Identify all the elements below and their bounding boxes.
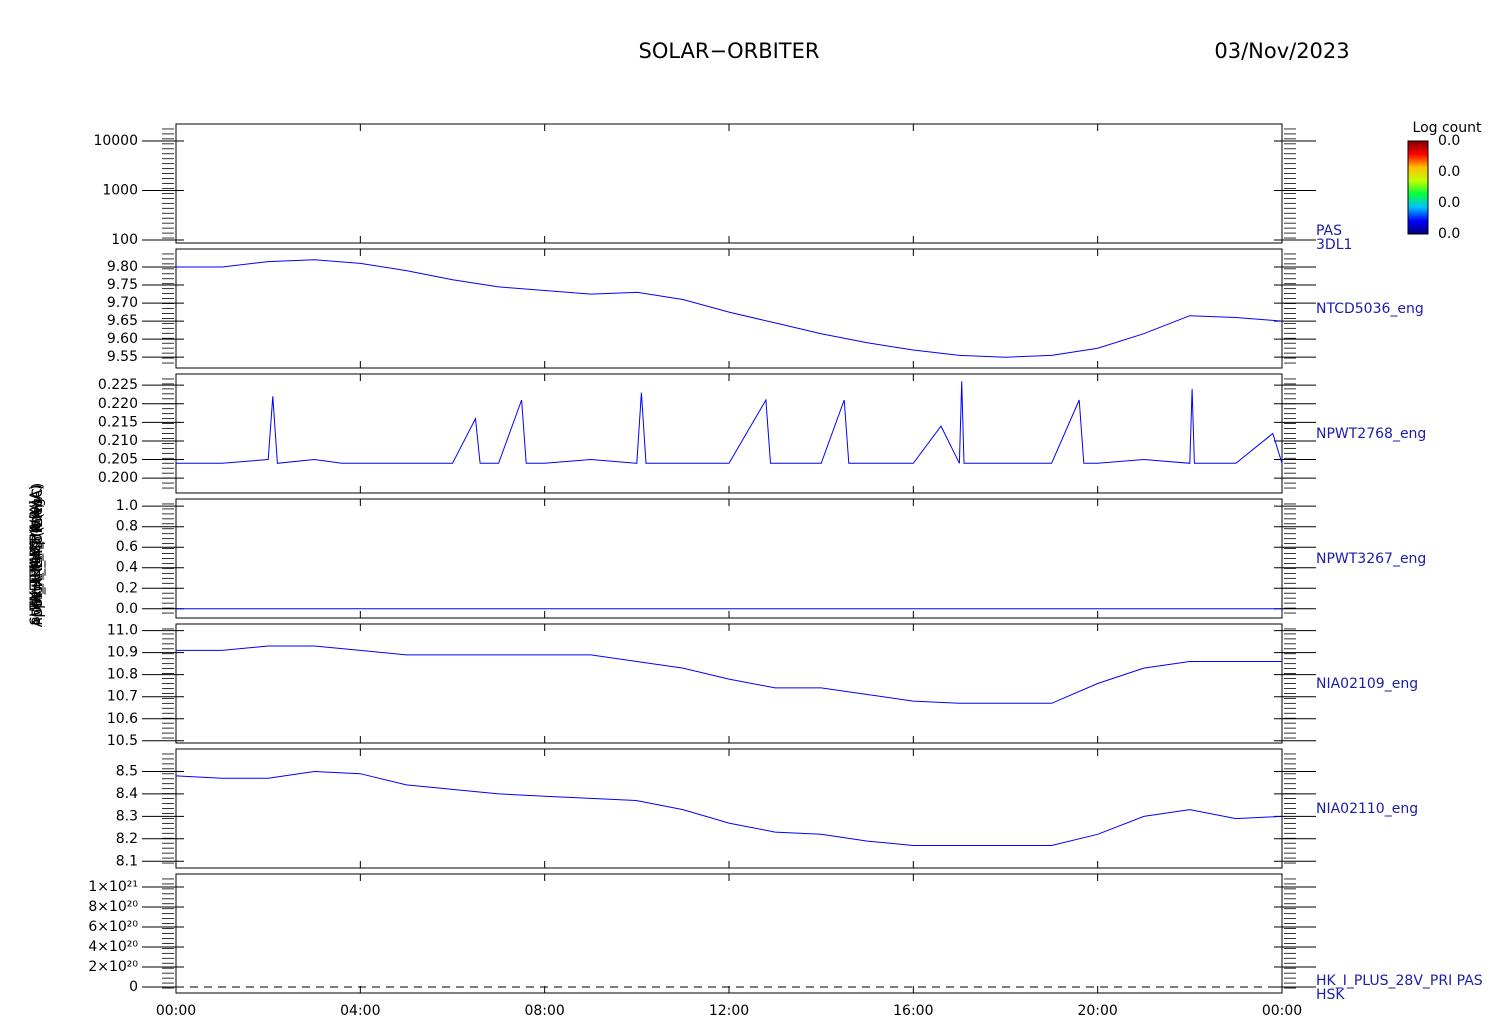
y-tick-label: 10000 <box>93 133 138 149</box>
colorbar-title: Log count <box>1413 120 1482 136</box>
y-axis-label: Approx Temp (DegC) <box>30 483 46 627</box>
channel-label: NPWT2768_eng <box>1316 426 1426 442</box>
y-axis-label: THERM_CH4 (V) <box>28 500 44 612</box>
y-tick-label: 8.5 <box>116 763 138 779</box>
y-tick-label: 0 <box>129 979 138 995</box>
y-tick-label: 0.8 <box>116 519 138 535</box>
panel-frame <box>175 248 1283 369</box>
x-tick-label: 08:00 <box>524 1003 564 1019</box>
channel-label: 3DL1 <box>1316 237 1352 253</box>
y-tick-label: 8.1 <box>116 853 138 869</box>
y-tick-label: 0.4 <box>116 560 138 576</box>
y-tick-label: 8×10²⁰ <box>88 899 138 915</box>
y-tick-label: 1.0 <box>116 498 138 514</box>
channel-label: HSK <box>1316 987 1345 1003</box>
y-tick-label: 4×10²⁰ <box>88 939 138 955</box>
channel-label: NIA02110_eng <box>1316 801 1418 817</box>
y-tick-label: 2×10²⁰ <box>88 959 138 975</box>
date: 03/Nov/2023 <box>1214 39 1349 63</box>
panel-frame <box>175 623 1283 744</box>
panel-frame <box>175 748 1283 869</box>
x-tick-label: 12:00 <box>709 1003 749 1019</box>
y-tick-label: 9.55 <box>107 349 138 365</box>
channel-label: HK_I_PLUS_28V_PRI PAS <box>1316 973 1483 989</box>
y-tick-label: 6×10²⁰ <box>88 919 138 935</box>
y-tick-label: 0.0 <box>116 601 138 617</box>
data-line <box>176 645 1282 704</box>
x-tick-label: 00:00 <box>1262 1003 1302 1019</box>
y-tick-label: 9.70 <box>107 295 138 311</box>
y-tick-label: 1×10²¹ <box>88 879 138 895</box>
colorbar-tick-label: 0.0 <box>1438 133 1460 149</box>
data-line <box>176 259 1283 358</box>
panel-frame <box>175 498 1283 619</box>
y-tick-label: 10.6 <box>107 711 138 727</box>
y-axis-label: SWA_TEMP_PWR (A) <box>28 485 44 625</box>
y-tick-label: 11.0 <box>107 623 138 639</box>
y-tick-label: 10.7 <box>107 689 138 705</box>
y-tick-label: 0.210 <box>98 433 138 449</box>
channel-label: PAS <box>1316 223 1342 239</box>
y-axis-label: SWA_EAS (mA) <box>30 503 46 607</box>
y-tick-label: 10.8 <box>107 667 138 683</box>
y-tick-label: 0.225 <box>98 377 138 393</box>
y-tick-label: 10.5 <box>107 733 138 749</box>
colorbar-tick-label: 0.0 <box>1438 195 1460 211</box>
panel-frame <box>175 123 1283 244</box>
y-axis-label: (eV) <box>28 540 44 569</box>
channel-label: NPWT3267_eng <box>1316 551 1426 567</box>
colorbar-tick-label: 0.0 <box>1438 164 1460 180</box>
y-tick-label: 8.3 <box>116 808 138 824</box>
y-tick-label: 10.9 <box>107 645 138 661</box>
y-tick-label: 0.220 <box>98 396 138 412</box>
y-tick-label: 0.2 <box>116 580 138 596</box>
panel-frame <box>175 873 1283 994</box>
channel-label: NIA02109_eng <box>1316 676 1418 692</box>
colorbar <box>1407 140 1429 235</box>
y-tick-label: 1000 <box>102 182 138 198</box>
x-tick-label: 16:00 <box>893 1003 933 1019</box>
y-tick-label: 0.6 <box>116 539 138 555</box>
y-tick-label: 9.65 <box>107 313 138 329</box>
x-tick-label: 20:00 <box>1077 1003 1117 1019</box>
x-tick-label: 04:00 <box>340 1003 380 1019</box>
colorbar-tick-label: 0.0 <box>1438 226 1460 242</box>
y-tick-label: 0.215 <box>98 414 138 430</box>
y-axis-label: PDM_HK_IMON (mA) <box>30 484 46 625</box>
y-tick-label: 9.75 <box>107 277 138 293</box>
data-line <box>175 770 1283 846</box>
y-tick-label: 9.60 <box>107 331 138 347</box>
panel-frame <box>175 373 1283 494</box>
data-line <box>176 381 1283 464</box>
y-tick-label: 100 <box>111 232 138 248</box>
y-tick-label: 0.200 <box>98 470 138 486</box>
channel-label: NTCD5036_eng <box>1316 301 1424 317</box>
y-tick-label: 0.205 <box>98 452 138 468</box>
y-tick-label: 8.4 <box>116 786 138 802</box>
x-tick-label: 00:00 <box>156 1003 196 1019</box>
title: SOLAR−ORBITER <box>638 39 819 63</box>
y-tick-label: 8.2 <box>116 831 138 847</box>
y-axis-label: HK_I_PLUS (mA) <box>28 499 44 610</box>
y-tick-label: 9.80 <box>107 259 138 275</box>
